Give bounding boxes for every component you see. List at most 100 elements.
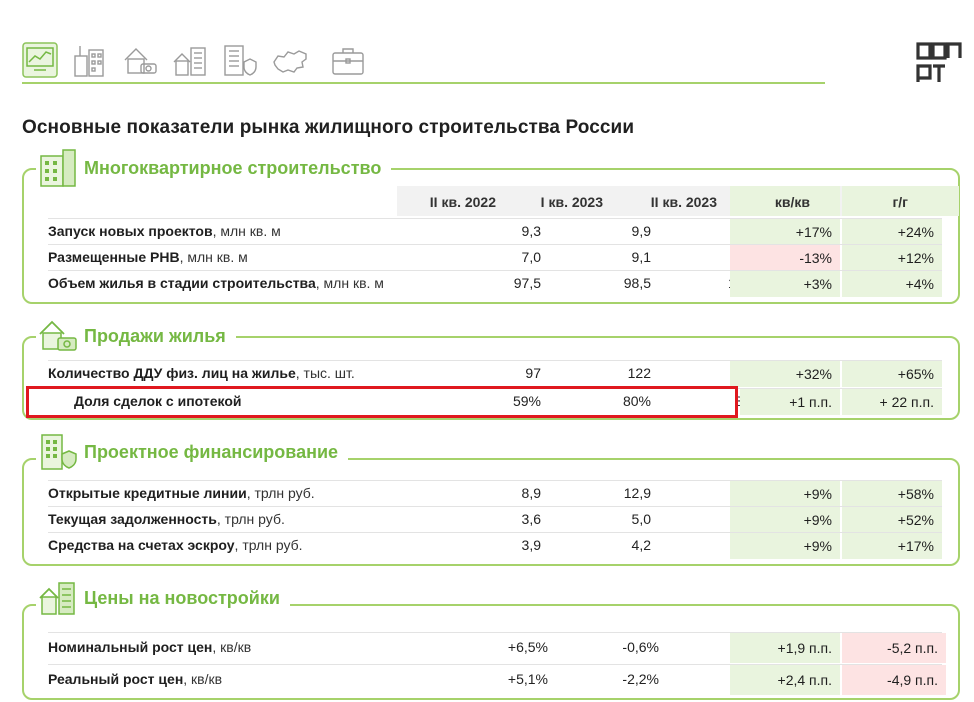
highlight-box [26, 386, 738, 418]
cell-q2-2022: 97,5 [513, 275, 541, 291]
row-unit: , кв/кв [212, 639, 252, 655]
cell-q2-2022: +5,1% [507, 671, 548, 687]
cell-q1-2023: 9,1 [631, 249, 651, 265]
section-title: Цены на новостройки [84, 587, 280, 608]
table-row: Объем жилья в стадии строительства, млн … [48, 270, 942, 297]
row-label: Количество ДДУ физ. лиц на жилье [48, 365, 296, 381]
cell-yy: +52% [842, 507, 942, 533]
cell-q1-2023: -0,6% [622, 639, 659, 655]
cell-qq: +1,9 п.п. [730, 633, 840, 663]
cell-qq: +9% [730, 533, 840, 559]
houses-icon[interactable] [172, 42, 208, 78]
cell-q1-2023: 4,2 [631, 537, 651, 553]
cell-qq: +9% [730, 481, 840, 507]
row-unit: , млн кв. м [179, 249, 248, 265]
factory-icon[interactable] [72, 42, 108, 78]
table-row: Запуск новых проектов, млн кв. м 9,3 9,9… [48, 218, 942, 245]
table-row: Реальный рост цен, кв/кв +5,1% -2,2% +0,… [48, 664, 946, 695]
cell-qq: +17% [730, 219, 840, 245]
building-shield-icon[interactable] [222, 42, 258, 78]
row-unit: , трлн руб. [246, 485, 315, 501]
section-header: Многоквартирное строительство [36, 148, 392, 188]
cell-yy: -4,9 п.п. [842, 665, 946, 695]
cell-q1-2023: 122 [627, 365, 651, 381]
cell-q2-2022: 8,9 [521, 485, 541, 501]
row-label: Открытые кредитные линии [48, 485, 247, 501]
row-label: Средства на счетах эскроу [48, 537, 235, 553]
building-shield-icon [38, 432, 78, 472]
col-header-qq: кв/кв [774, 194, 810, 210]
row-unit: , трлн руб. [234, 537, 303, 553]
section-header: Продажи жилья [36, 316, 236, 356]
row-unit: , трлн руб. [216, 511, 285, 527]
cell-qq: +3% [730, 271, 840, 297]
header-qq-bg [730, 186, 840, 216]
section-title: Продажи жилья [84, 325, 226, 346]
cell-qq: +2,4 п.п. [730, 665, 840, 695]
cell-q1-2023: 5,0 [631, 511, 651, 527]
cell-yy: +12% [842, 245, 942, 271]
cell-qq: +9% [730, 507, 840, 533]
cell-yy: +24% [842, 219, 942, 245]
cell-q2-2022: 3,9 [521, 537, 541, 553]
cell-q2-2022: +6,5% [507, 639, 548, 655]
cell-yy: -5,2 п.п. [842, 633, 946, 663]
nav-divider [22, 82, 825, 84]
cell-q1-2023: 98,5 [623, 275, 651, 291]
cell-q2-2022: 7,0 [521, 249, 541, 265]
cell-q2-2022: 3,6 [521, 511, 541, 527]
col-header-q1-2023: I кв. 2023 [540, 194, 603, 210]
row-label: Реальный рост цен [48, 671, 184, 687]
col-header-yy: г/г [892, 194, 908, 210]
apartment-building-icon [38, 148, 78, 188]
cell-yy: +4% [842, 271, 942, 297]
cell-qq: -13% [730, 245, 840, 271]
section-header: Цены на новостройки [36, 578, 290, 618]
table-row: Доля сделок с ипотекой 59% 80% 81% +1 п.… [48, 388, 942, 415]
row-unit: , кв/кв [183, 671, 223, 687]
col-header-q2-2022: II кв. 2022 [429, 194, 496, 210]
section-project-finance [22, 458, 960, 566]
houses-icon [38, 578, 78, 618]
cell-q1-2023: 80% [622, 393, 651, 409]
section-header: Проектное финансирование [36, 432, 349, 472]
table-row: Средства на счетах эскроу, трлн руб. 3,9… [48, 532, 942, 559]
russia-map-icon[interactable] [272, 42, 308, 78]
cell-yy: +65% [842, 361, 942, 387]
section-title: Многоквартирное строительство [84, 157, 382, 178]
row-label: Текущая задолженность [48, 511, 217, 527]
cell-q2-2022: 59% [512, 393, 541, 409]
col-header-q2-2023: II кв. 2023 [650, 194, 717, 210]
section-multi-apartment [22, 168, 960, 304]
cell-q2-2022: 97 [525, 365, 541, 381]
section-housing-sales [22, 336, 960, 420]
section-new-build-prices [22, 604, 960, 700]
row-label: Размещенные РНВ [48, 249, 180, 265]
row-label: Номинальный рост цен [48, 639, 213, 655]
cell-q1-2023: 9,9 [631, 223, 651, 239]
cell-yy: +17% [842, 533, 942, 559]
table-row: Количество ДДУ физ. лиц на жилье, тыс. ш… [48, 360, 942, 387]
house-money-icon [38, 316, 78, 356]
row-label: Объем жилья в стадии строительства [48, 275, 316, 291]
cell-qq: +32% [730, 361, 840, 387]
row-label: Доля сделок с ипотекой [74, 393, 242, 409]
cell-q1-2023: -2,2% [622, 671, 659, 687]
table-row: Номинальный рост цен, кв/кв +6,5% -0,6% … [48, 632, 946, 663]
row-unit: , млн кв. м [315, 275, 384, 291]
dashboard-icon[interactable] [22, 42, 58, 78]
section-title: Проектное финансирование [84, 441, 339, 462]
table-row: Размещенные РНВ, млн кв. м 7,0 9,1 7,9 -… [48, 244, 942, 271]
row-label: Запуск новых проектов [48, 223, 213, 239]
table-row: Открытые кредитные линии, трлн руб. 8,9 … [48, 480, 942, 507]
page-title: Основные показатели рынка жилищного стро… [22, 117, 635, 138]
cell-yy: +58% [842, 481, 942, 507]
row-unit: , тыс. шт. [295, 365, 355, 381]
cell-q2-2022: 9,3 [521, 223, 541, 239]
domrf-logo [916, 40, 962, 86]
table-row: Текущая задолженность, трлн руб. 3,6 5,0… [48, 506, 942, 533]
briefcase-icon[interactable] [330, 42, 366, 78]
cell-qq: +1 п.п. [740, 389, 840, 415]
cell-q1-2023: 12,9 [623, 485, 651, 501]
house-money-icon[interactable] [122, 42, 158, 78]
